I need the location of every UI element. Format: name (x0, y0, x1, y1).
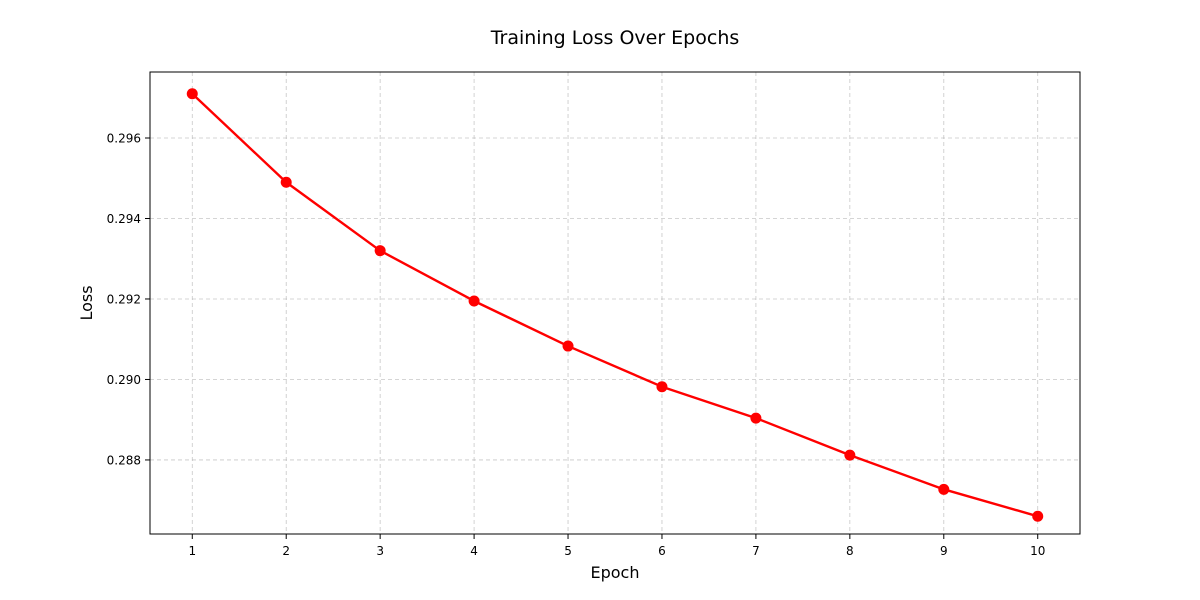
y-tick-label: 0.294 (107, 212, 141, 226)
series-layer (186, 88, 1044, 522)
x-tick-label: 6 (658, 544, 666, 558)
x-tick-label: 4 (470, 544, 478, 558)
loss-data-point (1032, 510, 1044, 522)
loss-data-point (280, 176, 292, 188)
x-tick-label: 9 (940, 544, 948, 558)
x-tick-label: 5 (564, 544, 572, 558)
loss-data-point (938, 483, 950, 495)
x-tick-label: 1 (188, 544, 196, 558)
x-tick-label: 8 (846, 544, 854, 558)
loss-data-point (750, 412, 762, 424)
y-axis-label: Loss (77, 285, 96, 320)
y-tick-label: 0.296 (107, 132, 141, 146)
y-tick-label: 0.292 (107, 292, 141, 306)
plot-area-frame (149, 71, 1081, 535)
ticks-layer: 1 2 3 4 5 6 7 8 9 10 0.288 0.290 0.292 0.294 0.296 (107, 132, 1046, 559)
loss-data-point (562, 340, 574, 352)
y-tick-label: 0.290 (107, 373, 141, 387)
x-tick-label: 7 (752, 544, 760, 558)
x-tick-label: 3 (376, 544, 384, 558)
loss-data-point (468, 295, 480, 307)
x-axis-label: Epoch (591, 563, 640, 582)
loss-data-point (374, 245, 386, 257)
loss-data-point (186, 88, 198, 100)
y-tick-label: 0.288 (107, 453, 141, 467)
grid-layer (150, 72, 1080, 534)
loss-data-point (844, 449, 856, 461)
loss-series-line (191, 92, 1039, 518)
chart-title: Training Loss Over Epochs (490, 27, 740, 49)
x-tick-label: 2 (282, 544, 290, 558)
loss-data-point (656, 381, 668, 393)
x-tick-label: 10 (1030, 544, 1045, 558)
